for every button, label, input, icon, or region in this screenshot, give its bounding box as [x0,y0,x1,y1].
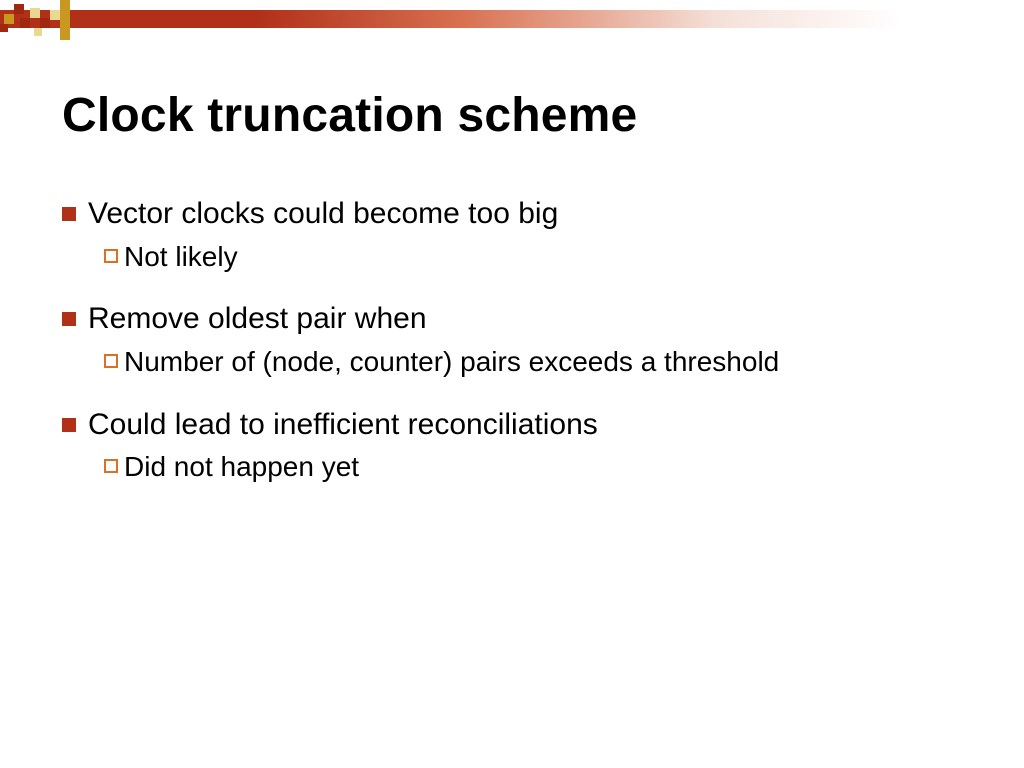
decor-pixel [60,0,70,10]
bullet-level2: Number of (node, counter) pairs exceeds … [104,344,962,380]
bullet-text: Vector clocks could become too big [88,195,558,233]
decor-pixel [50,10,60,20]
bullet-level2: Not likely [104,239,962,275]
decor-pixel [60,10,70,20]
slide: { "title": "Clock truncation scheme", "b… [0,0,1024,768]
decor-pixel [60,20,70,30]
slide-content: Vector clocks could become too big Not l… [62,195,962,511]
slide-title: Clock truncation scheme [62,88,637,143]
bullet-text: Did not happen yet [124,449,359,485]
decor-gradient-bar [0,10,1024,28]
square-outline-icon [104,249,118,263]
decor-pixel [30,8,40,18]
square-outline-icon [104,354,118,368]
decor-topbar [0,0,1024,40]
square-filled-icon [62,207,76,221]
bullet-level1: Remove oldest pair when [62,300,962,338]
decor-pixel [34,28,42,36]
decor-pixel [14,4,24,14]
bullet-level2: Did not happen yet [104,449,962,485]
bullet-text: Remove oldest pair when [88,300,427,338]
square-filled-icon [62,418,76,432]
decor-pixel [44,30,52,38]
decor-pixel [20,18,30,28]
decor-pixel [40,18,50,28]
bullet-text: Number of (node, counter) pairs exceeds … [124,344,779,380]
bullet-level1: Could lead to inefficient reconciliation… [62,406,962,444]
decor-pixel [4,14,14,24]
decor-pixel [0,24,8,32]
decor-pixel [60,30,70,40]
bullet-text: Not likely [124,239,238,275]
bullet-level1: Vector clocks could become too big [62,195,962,233]
bullet-text: Could lead to inefficient reconciliation… [88,406,598,444]
square-filled-icon [62,312,76,326]
square-outline-icon [104,459,118,473]
